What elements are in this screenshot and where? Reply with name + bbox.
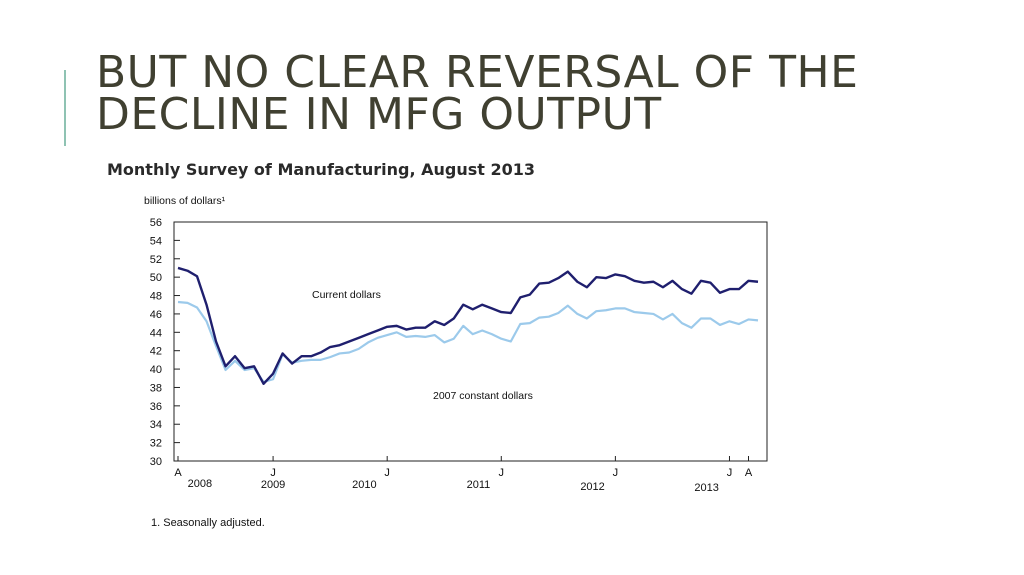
series-group <box>177 266 759 385</box>
series-line-current-dollars <box>177 266 759 385</box>
y-tick-label: 30 <box>150 456 162 468</box>
x-year-label: 2013 <box>694 482 718 494</box>
x-year-label: 2009 <box>261 479 285 491</box>
y-tick-label: 40 <box>150 364 162 376</box>
x-year-label: 2008 <box>188 478 212 490</box>
y-tick-label: 36 <box>150 401 162 413</box>
y-tick-label: 56 <box>150 217 162 229</box>
y-axis: 30 32 34 36 38 40 42 44 46 48 50 52 54 56 <box>150 217 180 468</box>
slide-title-line-1: BUT NO CLEAR REVERSAL OF THE <box>96 47 859 98</box>
x-tick-label: J <box>384 467 390 479</box>
slide-title: BUT NO CLEAR REVERSAL OF THE DECLINE IN … <box>96 51 996 137</box>
x-year-label: 2011 <box>467 479 491 491</box>
series-label-current-dollars: Current dollars <box>312 289 381 301</box>
chart-title: Monthly Survey of Manufacturing, August … <box>107 160 535 179</box>
x-tick-label: J <box>270 467 276 479</box>
y-tick-label: 42 <box>150 346 162 358</box>
plot-frame <box>173 221 768 462</box>
y-tick-label: 46 <box>150 309 162 321</box>
x-year-label: 2010 <box>352 479 376 491</box>
x-tick-label: A <box>745 467 753 479</box>
y-tick-label: 54 <box>150 235 162 247</box>
x-tick-label: J <box>613 467 619 479</box>
series-line-constant-dollars <box>177 300 759 384</box>
title-accent-line <box>64 70 66 146</box>
series-label-constant-dollars: 2007 constant dollars <box>433 390 533 402</box>
slide-title-line-2: DECLINE IN MFG OUTPUT <box>96 89 662 140</box>
y-tick-label: 44 <box>150 327 162 339</box>
y-tick-label: 32 <box>150 438 162 450</box>
x-year-label: 2012 <box>580 481 604 493</box>
y-tick-label: 48 <box>150 291 162 303</box>
y-axis-unit-label: billions of dollars¹ <box>144 195 226 207</box>
y-tick-label: 50 <box>150 272 162 284</box>
chart-footnote: 1. Seasonally adjusted. <box>151 517 265 529</box>
x-tick-label: A <box>174 467 182 479</box>
y-tick-label: 38 <box>150 382 162 394</box>
y-tick-label: 52 <box>150 254 162 266</box>
x-tick-label: J <box>499 467 505 479</box>
y-tick-label: 34 <box>150 419 162 431</box>
x-tick-label: J <box>727 467 733 479</box>
